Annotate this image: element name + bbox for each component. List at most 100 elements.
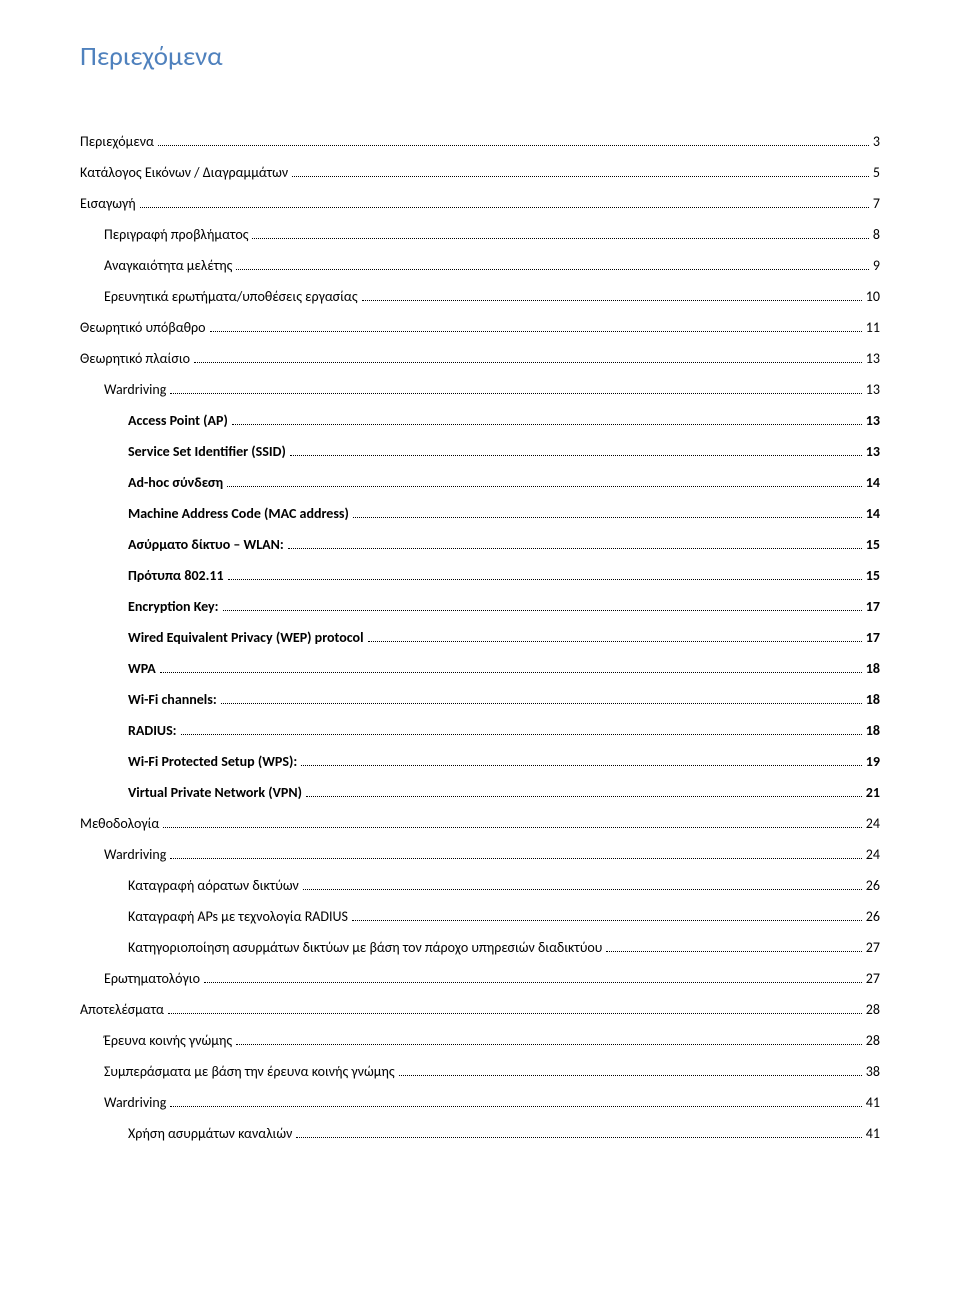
toc-entry[interactable]: Wardriving 24 [104,846,880,863]
toc-leader-dots [170,858,862,859]
toc-leader-dots [236,1044,862,1045]
toc-entry-label: Συμπεράσματα με βάση την έρευνα κοινής γ… [104,1063,395,1080]
toc-entry[interactable]: Χρήση ασυρμάτων καναλιών 41 [128,1125,880,1142]
toc-entry-label: Service Set Identifier (SSID) [128,443,286,460]
toc-entry-page: 17 [866,629,880,646]
toc-entry[interactable]: Κατάλογος Εικόνων / Διαγραμμάτων5 [80,164,880,181]
toc-entry-page: 27 [866,970,880,987]
toc-leader-dots [306,796,862,797]
toc-entry-label: Wi-Fi channels: [128,691,217,708]
toc-entry-label: Πρότυπα 802.11 [128,567,224,584]
toc-entry-label: WPA [128,660,156,677]
toc-entry-label: Έρευνα κοινής γνώμης [104,1032,232,1049]
toc-entry[interactable]: Wardriving13 [104,381,880,398]
toc-entry-page: 13 [866,381,880,398]
toc-entry-page: 18 [866,660,880,677]
toc-entry[interactable]: Machine Address Code (MAC address)14 [128,505,880,522]
toc-leader-dots [163,827,861,828]
toc-entry-label: Εισαγωγή [80,195,136,212]
toc-entry[interactable]: Access Point (AP) 13 [128,412,880,429]
toc-entry[interactable]: Περιγραφή προβλήματος8 [104,226,880,243]
toc-leader-dots [352,920,862,921]
toc-entry-label: Θεωρητικό πλαίσιο [80,350,190,367]
toc-entry[interactable]: Καταγραφή αόρατων δικτύων26 [128,877,880,894]
toc-leader-dots [290,455,862,456]
toc-leader-dots [296,1137,861,1138]
toc-leader-dots [221,703,862,704]
toc-entry[interactable]: Συμπεράσματα με βάση την έρευνα κοινής γ… [104,1063,880,1080]
toc-leader-dots [204,982,862,983]
toc-entry[interactable]: Service Set Identifier (SSID)13 [128,443,880,460]
toc-leader-dots [170,393,862,394]
toc-entry[interactable]: Ad-hoc σύνδεση14 [128,474,880,491]
toc-entry[interactable]: Περιεχόμενα3 [80,133,880,150]
toc-entry[interactable]: Wi-Fi channels:18 [128,691,880,708]
toc-entry-label: Ερωτηματολόγιο [104,970,200,987]
toc-entry-label: Θεωρητικό υπόβαθρο [80,319,206,336]
toc-entry[interactable]: Αναγκαιότητα μελέτης9 [104,257,880,274]
toc-entry[interactable]: Wi-Fi Protected Setup (WPS):19 [128,753,880,770]
toc-entry-page: 24 [866,846,880,863]
toc-entry-page: 11 [866,319,880,336]
toc-entry-page: 21 [866,784,880,801]
toc-entry-page: 28 [866,1001,880,1018]
toc: Περιεχόμενα3 Κατάλογος Εικόνων / Διαγραμμ… [80,133,880,1142]
toc-leader-dots [181,734,862,735]
page-title: Περιεχόμενα [80,40,880,73]
toc-entry-page: 18 [866,722,880,739]
toc-leader-dots [210,331,862,332]
toc-entry[interactable]: Πρότυπα 802.1115 [128,567,880,584]
toc-entry[interactable]: Ασύρματο δίκτυο – WLAN: 15 [128,536,880,553]
toc-leader-dots [232,424,862,425]
toc-leader-dots [301,765,862,766]
toc-entry-label: Ασύρματο δίκτυο – WLAN: [128,536,284,553]
toc-entry-page: 24 [866,815,880,832]
toc-entry[interactable]: Ερωτηματολόγιο 27 [104,970,880,987]
toc-entry-label: Κατηγοριοποίηση ασυρμάτων δικτύων με βάσ… [128,939,602,956]
toc-entry-page: 17 [866,598,880,615]
toc-entry-page: 28 [866,1032,880,1049]
toc-entry-label: Wardriving [104,846,166,863]
toc-entry-label: Wardriving [104,1094,166,1111]
toc-entry-page: 15 [866,536,880,553]
toc-leader-dots [194,362,862,363]
toc-entry[interactable]: Αποτελέσματα28 [80,1001,880,1018]
toc-leader-dots [223,610,862,611]
toc-entry[interactable]: Εισαγωγή 7 [80,195,880,212]
toc-entry-label: Χρήση ασυρμάτων καναλιών [128,1125,292,1142]
toc-entry[interactable]: RADIUS:18 [128,722,880,739]
toc-entry[interactable]: Καταγραφή APs με τεχνολογία RADIUS26 [128,908,880,925]
toc-entry[interactable]: Wired Equivalent Privacy (WEP) protocol 1… [128,629,880,646]
toc-leader-dots [353,517,862,518]
toc-entry-page: 41 [866,1094,880,1111]
toc-entry-page: 9 [873,257,880,274]
toc-leader-dots [140,207,869,208]
toc-entry-page: 19 [866,753,880,770]
toc-entry-label: Ερευνητικά ερωτήματα/υποθέσεις εργασίας [104,288,358,305]
toc-entry[interactable]: WPA 18 [128,660,880,677]
toc-leader-dots [227,486,862,487]
toc-entry-page: 41 [866,1125,880,1142]
toc-entry-page: 13 [866,412,880,429]
toc-entry-label: Virtual Private Network (VPN) [128,784,302,801]
toc-entry[interactable]: Wardriving 41 [104,1094,880,1111]
toc-leader-dots [606,951,861,952]
toc-leader-dots [303,889,862,890]
toc-entry-page: 7 [873,195,880,212]
toc-entry-page: 3 [873,133,880,150]
toc-entry[interactable]: Ερευνητικά ερωτήματα/υποθέσεις εργασίας 1… [104,288,880,305]
toc-entry-label: Wired Equivalent Privacy (WEP) protocol [128,629,364,646]
toc-entry-page: 26 [866,908,880,925]
toc-entry-page: 27 [866,939,880,956]
toc-entry[interactable]: Κατηγοριοποίηση ασυρμάτων δικτύων με βάσ… [128,939,880,956]
toc-entry[interactable]: Θεωρητικό πλαίσιο13 [80,350,880,367]
toc-entry-page: 10 [866,288,880,305]
toc-entry[interactable]: Θεωρητικό υπόβαθρο 11 [80,319,880,336]
toc-entry-page: 38 [866,1063,880,1080]
toc-entry[interactable]: Encryption Key:17 [128,598,880,615]
toc-entry[interactable]: Έρευνα κοινής γνώμης 28 [104,1032,880,1049]
toc-entry-label: Access Point (AP) [128,412,228,429]
toc-entry[interactable]: Virtual Private Network (VPN) 21 [128,784,880,801]
toc-entry[interactable]: Μεθοδολογία24 [80,815,880,832]
toc-entry-label: Περιγραφή προβλήματος [104,226,248,243]
